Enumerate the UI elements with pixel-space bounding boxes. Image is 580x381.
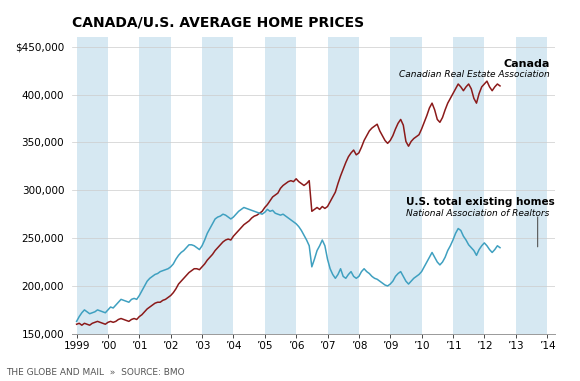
Text: U.S. total existing homes: U.S. total existing homes xyxy=(406,197,554,208)
Bar xyxy=(265,37,296,334)
Bar xyxy=(328,37,359,334)
Text: CANADA/U.S. AVERAGE HOME PRICES: CANADA/U.S. AVERAGE HOME PRICES xyxy=(72,15,364,29)
Text: THE GLOBE AND MAIL  »  SOURCE: BMO: THE GLOBE AND MAIL » SOURCE: BMO xyxy=(6,368,184,377)
Text: Canadian Real Estate Association: Canadian Real Estate Association xyxy=(400,70,550,78)
Bar xyxy=(516,37,547,334)
Text: Canada: Canada xyxy=(504,59,550,69)
Bar xyxy=(453,37,484,334)
Bar xyxy=(139,37,171,334)
Text: National Association of Realtors: National Association of Realtors xyxy=(406,209,549,218)
Bar xyxy=(390,37,422,334)
Bar xyxy=(202,37,233,334)
Bar xyxy=(77,37,108,334)
